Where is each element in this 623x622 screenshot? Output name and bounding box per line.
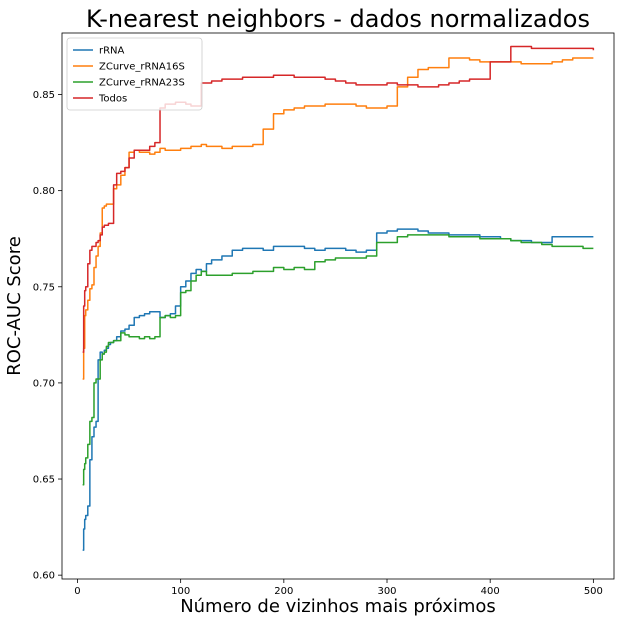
series-line-zcurve-rrna23s xyxy=(82,234,594,486)
x-tick-label: 100 xyxy=(171,586,190,597)
x-axis: 0 100 200 300 400 500 xyxy=(74,579,603,597)
y-tick-label: 0.80 xyxy=(33,186,55,197)
legend-box xyxy=(66,37,203,111)
y-tick-label: 0.85 xyxy=(33,90,55,101)
plot-frame xyxy=(61,32,615,580)
y-tick-label: 0.70 xyxy=(33,378,55,389)
y-tick-label: 0.65 xyxy=(33,475,55,486)
x-axis-label: Número de vizinhos mais próximos xyxy=(180,596,496,617)
x-tick-label: 500 xyxy=(584,586,603,597)
y-axis-label: ROC-AUC Score xyxy=(4,236,25,376)
legend-label: ZCurve_rRNA23S xyxy=(99,78,185,89)
x-tick-label: 200 xyxy=(274,586,293,597)
legend-item: ZCurve_rRNA23S xyxy=(73,78,185,89)
x-tick-label: 400 xyxy=(481,586,500,597)
x-tick-label: 0 xyxy=(74,586,80,597)
legend-label: Todos xyxy=(98,94,127,105)
y-axis: 0.60 0.65 0.70 0.75 0.80 0.85 xyxy=(33,90,62,582)
legend-item: ZCurve_rRNA16S xyxy=(73,62,185,73)
legend-label: rRNA xyxy=(99,46,125,57)
legend-item: Todos xyxy=(73,94,127,105)
chart-title: K-nearest neighbors - dados normalizados xyxy=(86,5,590,33)
legend-label: ZCurve_rRNA16S xyxy=(99,62,185,73)
legend-item: rRNA xyxy=(73,46,125,57)
legend: rRNA ZCurve_rRNA16S ZCurve_rRNA23S Todos xyxy=(66,37,203,111)
x-tick-label: 300 xyxy=(377,586,396,597)
y-tick-label: 0.60 xyxy=(33,571,55,582)
y-tick-label: 0.75 xyxy=(33,282,55,293)
